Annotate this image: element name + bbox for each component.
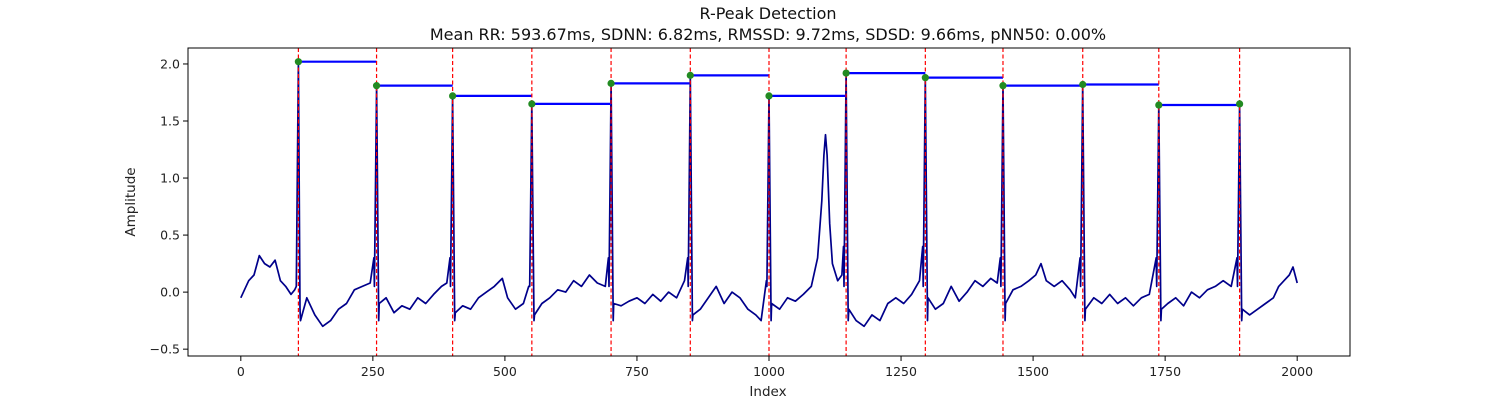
x-tick-label: 1000 — [753, 364, 785, 379]
chart-subtitle: Mean RR: 593.67ms, SDNN: 6.82ms, RMSSD: … — [430, 25, 1106, 44]
r-peak-point — [528, 100, 536, 108]
r-peak-point — [999, 82, 1007, 90]
r-peak-point — [842, 69, 850, 77]
y-tick-label: 0.5 — [160, 228, 180, 243]
r-peak-point — [1236, 100, 1244, 108]
r-peak-point — [607, 79, 615, 87]
r-peak-point — [372, 82, 381, 90]
y-tick-label: 0.0 — [160, 285, 180, 300]
y-tick-label: 1.0 — [160, 171, 180, 186]
y-axis-ticks: −0.5 0.0 0.5 1.0 1.5 2.0 — [150, 56, 188, 357]
x-tick-label: 2000 — [1281, 364, 1313, 379]
x-axis-ticks: 0 250 500 750 1000 1250 1500 1750 2000 — [237, 356, 1313, 379]
x-tick-label: 0 — [237, 364, 245, 379]
y-tick-label: −0.5 — [150, 342, 180, 357]
r-peak-point — [1079, 80, 1087, 89]
r-peak-point — [921, 74, 929, 82]
r-peak-point — [449, 92, 457, 100]
r-peak-point — [765, 92, 773, 100]
x-tick-label: 500 — [493, 364, 517, 379]
x-tick-label: 1500 — [1017, 364, 1049, 379]
chart-title: R-Peak Detection — [699, 4, 836, 23]
x-tick-label: 1250 — [885, 364, 917, 379]
x-tick-label: 250 — [361, 364, 385, 379]
ecg-signal-line — [240, 60, 1299, 328]
y-axis-label: Amplitude — [123, 167, 139, 236]
plot-area — [187, 47, 1351, 357]
x-tick-label: 750 — [625, 364, 649, 379]
r-peak-point — [686, 71, 694, 79]
y-tick-label: 2.0 — [160, 56, 180, 71]
r-peak-point — [294, 58, 302, 66]
plot-content — [240, 48, 1299, 356]
y-tick-label: 1.5 — [160, 114, 180, 129]
x-tick-label: 1750 — [1149, 364, 1181, 379]
x-axis-label: Index — [749, 384, 786, 400]
r-peak-point — [1155, 101, 1163, 109]
